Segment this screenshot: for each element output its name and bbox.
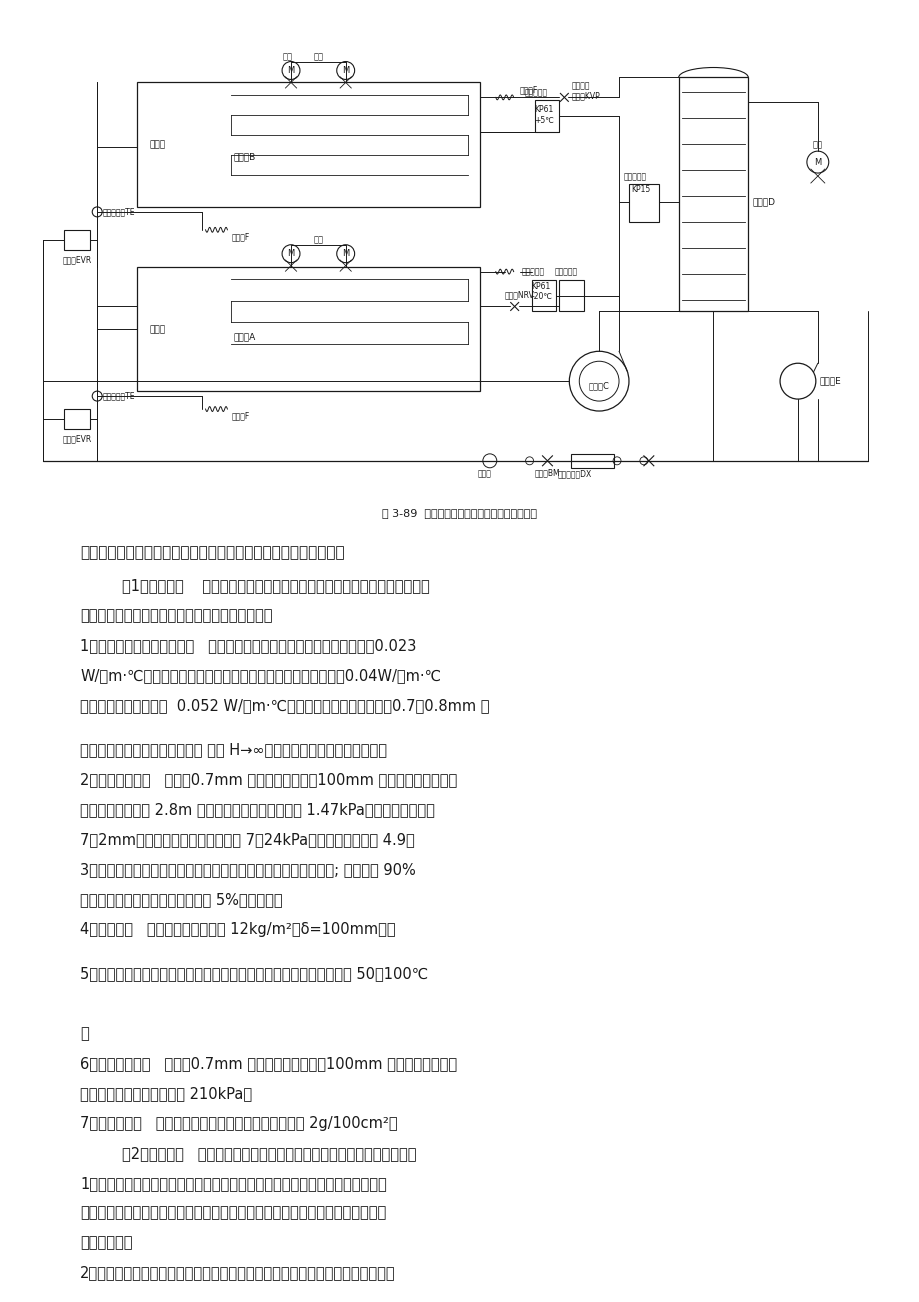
Text: M: M (342, 249, 349, 258)
Text: 5）不霉烂、不虫蛀鼠咬、阻燃性好，耐温范围大，使用温度范围为一 50～100℃: 5）不霉烂、不虫蛀鼠咬、阻燃性好，耐温范围大，使用温度范围为一 50～100℃ (80, 966, 428, 982)
Text: 储液器E: 储液器E (819, 376, 841, 385)
Text: 6）抗压强度高。   两面为0.7mm 的镀锌钢板，中间为100mm 聚氨酯泡沫塑料的: 6）抗压强度高。 两面为0.7mm 的镀锌钢板，中间为100mm 聚氨酯泡沫塑料… (80, 1056, 457, 1072)
Text: M: M (287, 249, 294, 258)
Text: 感温包F: 感温包F (232, 411, 249, 421)
Text: （1）结构特点    拼装式冷库结构特点主要是由复合隔热板的性能所决定的，: （1）结构特点 拼装式冷库结构特点主要是由复合隔热板的性能所决定的， (122, 578, 429, 594)
Text: 4）重量轻。   复合隔热板自重仅为 12kg/m²（δ=100mm）。: 4）重量轻。 复合隔热板自重仅为 12kg/m²（δ=100mm）。 (80, 922, 395, 937)
Text: 风机: 风机 (283, 52, 293, 61)
Text: 涂塑钢板为面板，钢板的蒸气渗 透阻 H→∞，因此，防潮隔汽性能非常好。: 涂塑钢板为面板，钢板的蒸气渗 透阻 H→∞，因此，防潮隔汽性能非常好。 (80, 742, 387, 758)
Text: 2）库体组合灵活随意。由于整个冷库是由一块一块复合隔热板拼装而成，因此，: 2）库体组合灵活随意。由于整个冷库是由一块一块复合隔热板拼装而成，因此， (80, 1266, 395, 1280)
Text: 合隔热板，在通常 2.8m 的跨度下，板面承载能力为 1.47kPa，板的最大挠度为: 合隔热板，在通常 2.8m 的跨度下，板面承载能力为 1.47kPa，板的最大挠… (80, 802, 435, 818)
Text: 风机: 风机 (313, 236, 323, 245)
Text: 感温包F: 感温包F (232, 232, 249, 241)
Text: 冷凝器D: 冷凝器D (752, 198, 775, 207)
Text: 1）抗震性能好。由于复合隔热板的抗弯强度高、弹性好、重量轻，所以由这种: 1）抗震性能好。由于复合隔热板的抗弯强度高、弹性好、重量轻，所以由这种 (80, 1176, 387, 1191)
Text: 电磁阀EVR: 电磁阀EVR (62, 255, 92, 264)
Text: 压缩机C: 压缩机C (588, 381, 609, 391)
Text: 性能也就好。: 性能也就好。 (80, 1236, 132, 1250)
Text: 热力膨胀阀TE: 热力膨胀阀TE (102, 392, 134, 401)
Text: 电磁阀EVR: 电磁阀EVR (62, 435, 92, 444)
Text: ）。而软木的热导率是  0.052 W/（m·℃）。由于复合隔热板两面有0.7～0.8mm 的: ）。而软木的热导率是 0.052 W/（m·℃）。由于复合隔热板两面有0.7～0… (80, 698, 489, 712)
Text: KP15: KP15 (630, 185, 650, 194)
Text: 3）具有极好的弹性。当复合隔热板发生很大变形后仍能完全恢复; 在板承受 90%: 3）具有极好的弹性。当复合隔热板发生很大变形后仍能完全恢复; 在板承受 90% (80, 862, 415, 878)
Text: 7）吸水率低。   用聚氨酯泡沫塑料测试，其吸水率小于 2g/100cm²。: 7）吸水率低。 用聚氨酯泡沫塑料测试，其吸水率小于 2g/100cm²。 (80, 1116, 398, 1131)
Text: +5℃: +5℃ (534, 116, 554, 125)
Text: 图 3-89  小型氟利昂装配式冷库制冷系统原理图: 图 3-89 小型氟利昂装配式冷库制冷系统原理图 (382, 508, 537, 518)
Text: 三、系统说明，小型冻库、小型氟利昂装配式冷库库体的详细描述: 三、系统说明，小型冻库、小型氟利昂装配式冷库库体的详细描述 (80, 546, 345, 560)
Text: M: M (287, 66, 294, 76)
Text: 温度控制器: 温度控制器 (521, 267, 544, 276)
Text: -20℃: -20℃ (531, 292, 552, 301)
Text: M: M (342, 66, 349, 76)
Text: KP61: KP61 (531, 283, 550, 292)
Text: 调节阀KVP: 调节阀KVP (571, 91, 599, 100)
Text: 蒸发器A: 蒸发器A (233, 332, 255, 341)
Text: 止回阀NRV: 止回阀NRV (505, 290, 534, 299)
Text: M: M (813, 158, 821, 167)
Text: 干燥过滤器DX: 干燥过滤器DX (557, 469, 591, 478)
Text: 高温库: 高温库 (150, 141, 165, 150)
Text: 2）抗弯强度高。   两面为0.7mm 镀锌钢板，中间为100mm 聚氨酯泡沫塑料的复: 2）抗弯强度高。 两面为0.7mm 镀锌钢板，中间为100mm 聚氨酯泡沫塑料的… (80, 772, 457, 788)
Text: 蒸发器B: 蒸发器B (233, 152, 255, 161)
Text: 这些新型的复合隔热板具有以下诸多的优良性能。: 这些新型的复合隔热板具有以下诸多的优良性能。 (80, 608, 273, 624)
Text: 感温包F: 感温包F (519, 85, 538, 94)
Text: 风机: 风机 (812, 141, 822, 150)
Text: W/（m·℃）；用聚苯乙烯泡沫塑料为隔热层时，其导热系数为0.04W/（m·℃: W/（m·℃）；用聚苯乙烯泡沫塑料为隔热层时，其导热系数为0.04W/（m·℃ (80, 668, 441, 684)
Text: （2）建筑特点   由复合隔热板装配而成的组合冷库，具有下列建筑特点：: （2）建筑特点 由复合隔热板装配而成的组合冷库，具有下列建筑特点： (122, 1146, 416, 1161)
Text: 7．2mm。经过实测，其弯曲极限为 7．24kPa，强度安全系数达 4.9。: 7．2mm。经过实测，其弯曲极限为 7．24kPa，强度安全系数达 4.9。 (80, 832, 414, 848)
Text: 极限载荷后，跨中残余变形仍小于 5%总挠度值。: 极限载荷后，跨中残余变形仍小于 5%总挠度值。 (80, 892, 283, 907)
Text: 截止阀BM: 截止阀BM (534, 469, 560, 478)
Text: 视液镜: 视液镜 (477, 469, 492, 478)
Text: 1）保温隔热、防潮性能好。   用聚氨酯泡沫塑料为隔热层时，其热导率为0.023: 1）保温隔热、防潮性能好。 用聚氨酯泡沫塑料为隔热层时，其热导率为0.023 (80, 638, 416, 654)
Text: 风机: 风机 (313, 52, 323, 61)
Text: 复合隔热板，其抗压强度为 210kPa。: 复合隔热板，其抗压强度为 210kPa。 (80, 1086, 252, 1101)
Text: 。: 。 (80, 1026, 89, 1042)
Text: KP61: KP61 (534, 105, 553, 113)
Text: 压差控制器: 压差控制器 (623, 173, 646, 181)
Text: 热力膨胀阀TE: 热力膨胀阀TE (102, 207, 134, 216)
Text: 温度控制器: 温度控制器 (524, 89, 547, 96)
Text: 板构成的库体，使建筑物重量大大减轻，对基础的压力也大大减小，整体的抗以: 板构成的库体，使建筑物重量大大减轻，对基础的压力也大大减小，整体的抗以 (80, 1206, 386, 1220)
Text: 低温库: 低温库 (150, 326, 165, 333)
Text: 压差控制器: 压差控制器 (554, 267, 577, 276)
Text: 蒸发压力: 蒸发压力 (571, 81, 589, 90)
